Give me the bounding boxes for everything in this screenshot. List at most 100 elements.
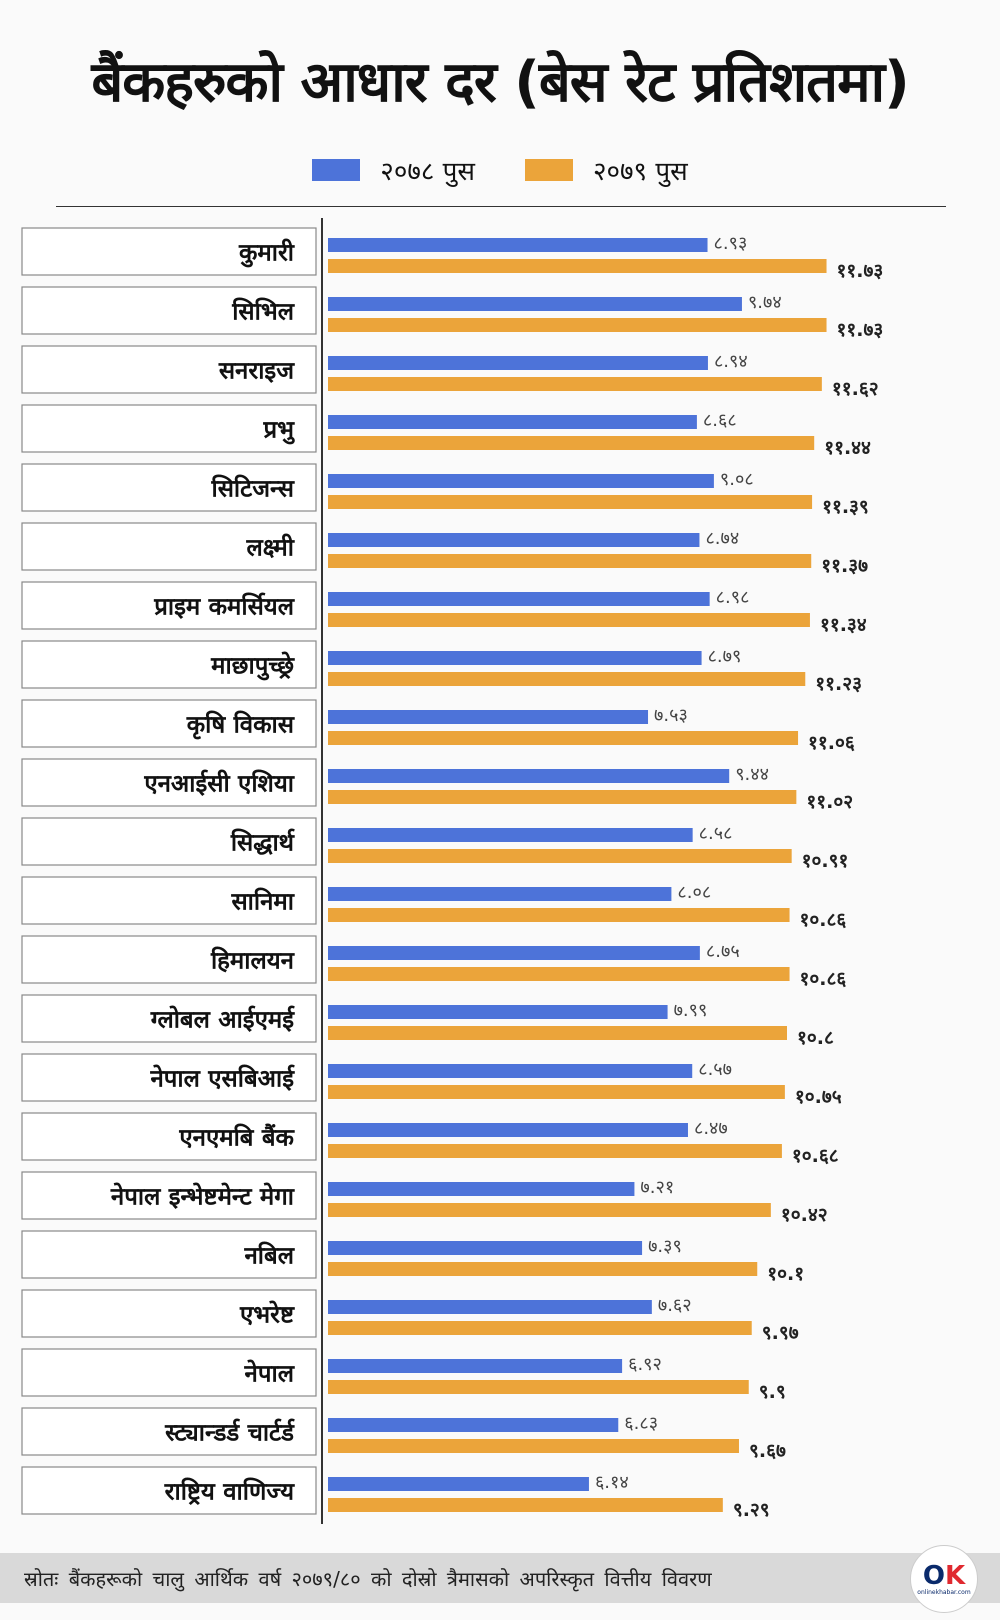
bar-2079 — [328, 1380, 749, 1394]
category-label: राष्ट्रिय वाणिज्य — [164, 1478, 295, 1506]
data-label-2079: १०.८ — [797, 1027, 834, 1049]
category-box — [21, 876, 317, 925]
data-label-2079: १०.४२ — [781, 1204, 828, 1226]
bar-2078 — [328, 1241, 643, 1255]
category-box — [21, 463, 317, 512]
category-box — [21, 817, 317, 866]
legend-label-2078: २०७८ पुस — [380, 157, 475, 187]
bar-2079 — [328, 790, 797, 804]
data-label-2078: ८.७४ — [705, 528, 739, 549]
bar-2078 — [328, 887, 672, 901]
bar-2078 — [328, 946, 700, 960]
data-label-2079: १०.६८ — [792, 1145, 839, 1167]
category-box — [21, 758, 317, 807]
bar-2079 — [328, 672, 806, 686]
category-box — [21, 1466, 317, 1515]
bar-2078 — [328, 1064, 693, 1078]
footer: स्रोतः बैंकहरूको चालु आर्थिक वर्ष २०७९/८… — [0, 1545, 1000, 1613]
bar-2078 — [328, 533, 700, 547]
data-label-2078: ७.९९ — [674, 1000, 708, 1021]
category-box — [21, 581, 317, 630]
data-label-2078: ७.२१ — [640, 1177, 674, 1198]
bar-2079 — [328, 1085, 785, 1099]
data-label-2078: ७.३९ — [648, 1236, 682, 1257]
bar-2078 — [328, 769, 730, 783]
bar-2078 — [328, 356, 708, 370]
logo-mark: OK — [922, 1560, 966, 1591]
bar-2078 — [328, 710, 649, 724]
data-label-2078: ६.१४ — [595, 1472, 629, 1493]
bar-2079 — [328, 967, 790, 981]
category-box — [21, 994, 317, 1043]
legend-swatch-2078 — [312, 159, 361, 181]
data-label-2079: ११.२३ — [815, 673, 862, 695]
data-label-2079: ११.३७ — [821, 555, 868, 577]
bar-chart: कुमारी ८.९३ ११.७३ सिभिल ९.७४ ११.७३ सनराइज ८.९४ १… — [21, 218, 884, 1524]
category-label: नेपाल एसबिआई — [149, 1065, 295, 1093]
logo-text: onlinekhabar.com — [917, 1588, 971, 1596]
bar-2079 — [328, 731, 799, 745]
category-box — [21, 699, 317, 748]
bar-2078 — [328, 1359, 623, 1373]
category-label: एभरेष्ट — [239, 1301, 295, 1329]
category-box — [21, 1289, 317, 1338]
bar-2079 — [328, 1439, 739, 1453]
category-box — [21, 935, 317, 984]
source-note: स्रोतः बैंकहरूको चालु आर्थिक वर्ष २०७९/८… — [24, 1567, 712, 1591]
legend-item-2078: २०७८ पुस — [312, 152, 475, 188]
category-box — [21, 404, 317, 453]
category-box — [21, 1053, 317, 1102]
category-label: कृषि विकास — [186, 711, 295, 740]
legend-swatch-2079 — [525, 159, 573, 181]
data-label-2078: ८.६८ — [703, 410, 737, 431]
data-label-2079: ९.६७ — [749, 1440, 786, 1462]
bar-2079 — [328, 436, 815, 450]
bar-2079 — [328, 1144, 782, 1158]
bar-2079 — [328, 1203, 771, 1217]
data-label-2078: ८.०८ — [677, 882, 711, 903]
category-label: स्ट्यान्डर्ड चार्टर्ड — [164, 1419, 295, 1447]
data-label-2079: ११.३४ — [820, 614, 867, 636]
data-label-2079: ११.४४ — [824, 437, 871, 459]
bar-2078 — [328, 297, 742, 311]
bar-2079 — [328, 259, 827, 273]
onlinekhabar-logo: OK onlinekhabar.com — [910, 1545, 978, 1613]
bar-2079 — [328, 318, 827, 332]
data-label-2079: ११.०२ — [806, 791, 853, 813]
data-label-2079: १०.९१ — [802, 850, 849, 872]
category-label: नबिल — [243, 1242, 295, 1270]
bar-2078 — [328, 1182, 635, 1196]
data-label-2078: ८.४७ — [694, 1118, 728, 1139]
legend-label-2079: २०७९ पुस — [593, 157, 688, 187]
bar-2079 — [328, 495, 813, 509]
category-label: प्राइम कमर्सियल — [153, 593, 296, 621]
data-label-2078: ९.०८ — [720, 469, 754, 490]
category-box — [21, 1112, 317, 1161]
bar-2079 — [328, 1262, 758, 1276]
data-label-2078: ६.८३ — [624, 1413, 658, 1434]
legend: २०७८ पुस २०७९ पुस — [0, 152, 1000, 188]
category-label: सिद्धार्थ — [230, 829, 296, 857]
data-label-2078: ८.५७ — [698, 1059, 732, 1080]
category-label: प्रभु — [262, 416, 295, 445]
bar-2079 — [328, 1321, 752, 1335]
data-label-2078: ७.५३ — [654, 705, 688, 726]
category-label: हिमालयन — [210, 947, 296, 975]
category-label: सानिमा — [230, 888, 294, 916]
bar-2079 — [328, 849, 792, 863]
data-label-2078: ८.९३ — [714, 233, 748, 254]
data-label-2079: १०.८६ — [800, 909, 847, 931]
bar-2079 — [328, 1498, 723, 1512]
data-label-2078: ८.९४ — [714, 351, 748, 372]
bar-2078 — [328, 592, 710, 606]
category-label: एनआईसी एशिया — [143, 770, 294, 798]
data-label-2078: ८.९८ — [716, 587, 750, 608]
bar-2078 — [328, 1418, 619, 1432]
data-label-2079: १०.१ — [767, 1263, 804, 1285]
data-label-2079: ११.७३ — [837, 319, 884, 341]
bar-2079 — [328, 613, 810, 627]
bar-2078 — [328, 1123, 688, 1137]
data-label-2078: ६.९२ — [628, 1354, 662, 1375]
category-box — [21, 286, 317, 335]
bar-2078 — [328, 474, 714, 488]
